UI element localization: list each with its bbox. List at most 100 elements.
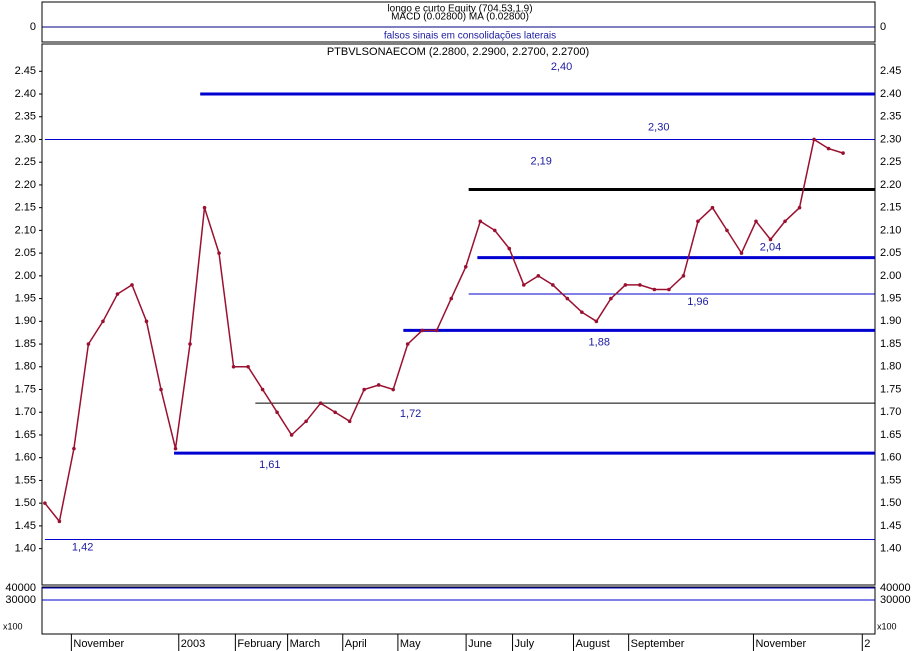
y-tick-label: 1.80	[15, 361, 36, 373]
price-point	[710, 205, 715, 210]
level-label: 1,96	[687, 296, 708, 308]
level-label: 2,40	[551, 61, 572, 73]
y-tick-label: 1.65	[15, 429, 36, 441]
y-tick-label: 2.00	[15, 270, 36, 282]
volume-unit-right: x100	[877, 621, 897, 631]
price-point	[376, 383, 381, 387]
y-tick-label: 1.85	[15, 338, 36, 350]
price-point	[202, 205, 207, 210]
price-point	[72, 446, 76, 451]
y-tick-label-right: 2.00	[880, 270, 901, 282]
level-label: 2,04	[760, 242, 781, 254]
y-tick-label-right: 2.25	[880, 156, 901, 168]
price-point	[594, 319, 599, 324]
price-point	[551, 283, 555, 287]
price-point	[159, 387, 163, 392]
y-tick-label-right: 1.50	[880, 497, 901, 509]
x-tick-label: November	[73, 638, 124, 650]
y-tick-label: 1.95	[15, 292, 36, 304]
price-point	[739, 251, 744, 255]
price-point	[246, 364, 250, 369]
y-tick-label: 2.05	[15, 247, 36, 259]
x-tick-label: July	[515, 638, 535, 650]
price-point	[144, 319, 149, 324]
y-tick-label: 1.60	[15, 452, 36, 464]
y-tick-label: 2.15	[15, 202, 36, 214]
y-tick-label-right: 2.10	[880, 224, 901, 236]
price-point	[405, 342, 410, 346]
macd-annotation: falsos sinais em consolidações laterais	[384, 31, 556, 42]
macd-tick-label: 0	[30, 21, 36, 33]
y-tick-label-right: 1.45	[880, 520, 901, 532]
y-tick-label-right: 1.40	[880, 543, 901, 555]
price-point	[478, 219, 483, 224]
y-tick-label: 2.25	[15, 156, 36, 168]
y-tick-label-right: 1.85	[880, 338, 901, 350]
price-point	[173, 446, 178, 451]
price-point	[783, 219, 787, 224]
y-tick-label: 2.30	[15, 133, 36, 145]
y-tick-label-right: 2.45	[880, 65, 901, 77]
price-point	[188, 342, 192, 346]
macd-subtitle: MACD (0.02800) MA (0.02800)	[391, 12, 529, 23]
y-tick-label-right: 1.65	[880, 429, 901, 441]
price-point	[420, 328, 425, 333]
y-tick-label-right: 1.60	[880, 452, 901, 464]
y-tick-label: 2.10	[15, 224, 36, 236]
price-line	[44, 138, 844, 524]
x-tick-label: November	[755, 638, 806, 650]
y-tick-label: 1.45	[15, 520, 36, 532]
price-point	[260, 387, 265, 392]
chart-title: PTBVLSONAECOM (2.2800, 2.2900, 2.2700, 2…	[327, 46, 589, 58]
x-tick-label: February	[237, 638, 282, 650]
price-point	[275, 410, 279, 415]
volume-unit: x100	[3, 621, 23, 631]
price-panel	[41, 43, 876, 586]
y-tick-label: 2.45	[15, 65, 36, 77]
price-point	[696, 219, 700, 224]
price-point	[507, 246, 512, 251]
y-tick-label-right: 2.30	[880, 133, 901, 145]
price-point	[217, 251, 221, 255]
y-tick-label-right: 1.90	[880, 315, 901, 327]
price-point	[492, 228, 497, 233]
price-point	[449, 296, 454, 301]
level-label: 1,72	[400, 408, 421, 420]
level-label: 1,88	[589, 336, 610, 348]
price-point	[565, 296, 570, 301]
x-tick-label: April	[345, 638, 367, 650]
y-tick-label-right: 1.70	[880, 406, 901, 418]
x-tick-label: June	[468, 638, 492, 650]
price-point	[580, 310, 584, 315]
y-tick-label: 1.55	[15, 474, 36, 486]
price-point	[652, 287, 657, 292]
price-point	[434, 328, 439, 333]
price-point	[347, 419, 352, 424]
price-point	[304, 419, 308, 424]
y-tick-label: 2.35	[15, 111, 36, 123]
volume-tick-label: 40000	[5, 582, 36, 594]
price-point	[725, 228, 729, 233]
y-tick-label: 2.20	[15, 179, 36, 191]
price-point	[130, 283, 134, 287]
volume-panel	[41, 586, 876, 635]
y-tick-label-right: 1.75	[880, 383, 901, 395]
y-tick-label-right: 2.15	[880, 202, 901, 214]
macd-panel	[41, 1, 876, 43]
x-tick-label: 2	[864, 638, 870, 650]
price-point	[115, 292, 120, 296]
x-tick-label: May	[400, 638, 421, 650]
price-point	[86, 342, 91, 346]
volume-tick-label-right: 30000	[880, 594, 911, 606]
price-point	[797, 205, 802, 210]
y-tick-label: 1.70	[15, 406, 36, 418]
macd-title: longo e curto Equity (704.53,1.9)	[387, 4, 532, 15]
price-point	[536, 274, 541, 278]
y-tick-label: 1.75	[15, 383, 36, 395]
price-point	[522, 283, 526, 287]
y-tick-label: 2.40	[15, 88, 36, 100]
price-point	[333, 410, 337, 415]
level-label: 1,61	[259, 459, 280, 471]
